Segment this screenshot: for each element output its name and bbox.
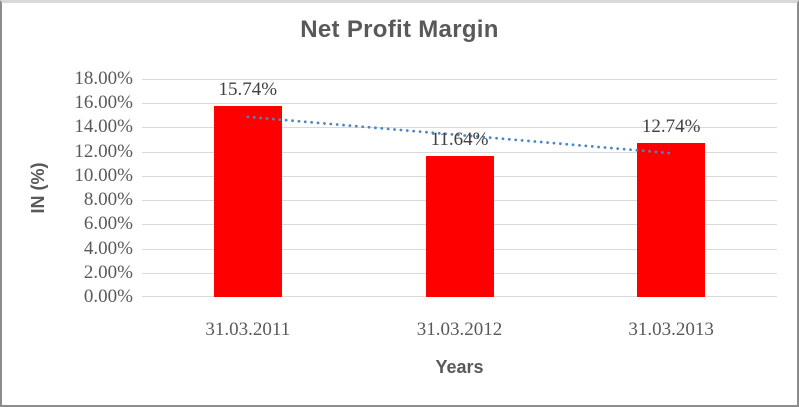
y-tick-label: 6.00%	[83, 213, 133, 235]
y-tick-label: 0.00%	[83, 286, 133, 307]
y-tick-label: 16.00%	[74, 92, 133, 114]
gridline	[142, 151, 777, 153]
bar-value-label: 11.64%	[430, 129, 489, 151]
bar-2	[425, 156, 494, 297]
plot-area	[142, 79, 777, 297]
y-tick-label: 18.00%	[74, 68, 133, 89]
chart-title: Net Profit Margin	[300, 16, 499, 43]
x-tick-label: 31.03.2012	[416, 319, 503, 340]
y-tick-label: 8.00%	[83, 189, 133, 211]
y-tick-label: 10.00%	[74, 164, 133, 186]
y-tick-label: 2.00%	[83, 261, 133, 283]
y-tick-label: 12.00%	[74, 140, 133, 162]
y-tick-label: 4.00%	[83, 237, 133, 259]
trendline	[246, 115, 673, 155]
y-tick-label: 14.00%	[74, 116, 133, 138]
bar-value-label: 15.74%	[218, 79, 278, 101]
x-tick-label: 31.03.2011	[205, 319, 291, 340]
bar-value-label: 12.74%	[641, 115, 701, 137]
gridline	[142, 79, 777, 80]
x-axis-title: Years	[435, 357, 484, 377]
gridline	[142, 127, 777, 129]
x-tick-label: 31.03.2013	[628, 319, 714, 340]
bar-3	[637, 142, 706, 297]
bar-1	[213, 106, 282, 297]
gridline	[142, 103, 777, 105]
